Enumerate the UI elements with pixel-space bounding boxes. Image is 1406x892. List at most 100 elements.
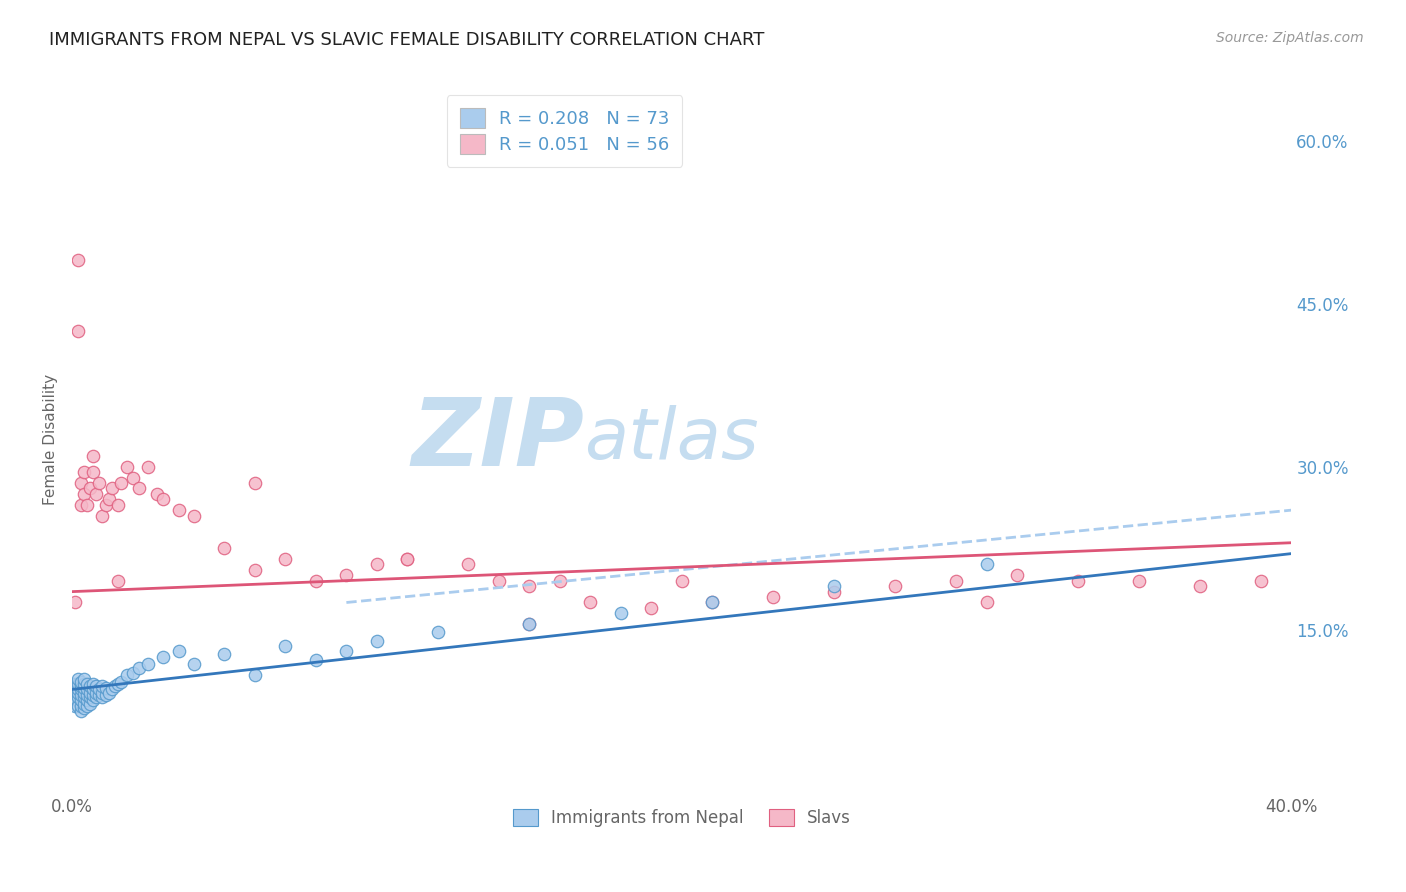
Point: [97, 686, 120, 700]
Point: [70, 698, 93, 713]
Point: [110, 674, 132, 689]
Point: [976, 595, 998, 609]
Point: [76, 498, 98, 512]
Point: [243, 475, 266, 490]
Point: [89, 682, 111, 697]
Point: [1188, 579, 1211, 593]
Legend: Immigrants from Nepal, Slavs: Immigrants from Nepal, Slavs: [506, 802, 858, 834]
Point: [167, 644, 190, 658]
Point: [128, 661, 150, 675]
Point: [671, 574, 693, 588]
Point: [73, 686, 96, 700]
Point: [976, 558, 998, 572]
Point: [610, 607, 633, 621]
Point: [82, 688, 104, 702]
Point: [97, 492, 120, 507]
Point: [100, 482, 122, 496]
Text: Source: ZipAtlas.com: Source: ZipAtlas.com: [1216, 31, 1364, 45]
Point: [426, 624, 449, 639]
Point: [67, 686, 90, 700]
Point: [945, 574, 967, 588]
Point: [122, 666, 145, 681]
Point: [104, 679, 127, 693]
Point: [63, 595, 86, 609]
Point: [128, 482, 150, 496]
Point: [70, 498, 93, 512]
Point: [823, 584, 845, 599]
Point: [82, 693, 104, 707]
Point: [100, 682, 122, 697]
Point: [167, 503, 190, 517]
Point: [305, 574, 328, 588]
Point: [640, 601, 662, 615]
Point: [73, 690, 96, 704]
Point: [67, 677, 90, 691]
Point: [79, 697, 101, 711]
Point: [136, 459, 159, 474]
Point: [76, 688, 98, 702]
Point: [396, 552, 419, 566]
Point: [79, 690, 101, 704]
Point: [122, 470, 145, 484]
Point: [70, 475, 93, 490]
Point: [82, 677, 104, 691]
Point: [91, 686, 114, 700]
Point: [67, 690, 90, 704]
Point: [335, 644, 357, 658]
Point: [63, 682, 86, 697]
Point: [70, 688, 93, 702]
Point: [67, 682, 90, 697]
Point: [79, 482, 101, 496]
Point: [63, 677, 86, 691]
Point: [457, 558, 479, 572]
Point: [115, 668, 138, 682]
Point: [86, 686, 108, 700]
Point: [152, 492, 174, 507]
Point: [1067, 574, 1090, 588]
Point: [274, 639, 297, 653]
Point: [1128, 574, 1150, 588]
Point: [183, 657, 205, 672]
Point: [115, 459, 138, 474]
Point: [91, 679, 114, 693]
Point: [67, 672, 90, 686]
Point: [517, 617, 540, 632]
Point: [70, 693, 93, 707]
Point: [548, 574, 571, 588]
Point: [89, 688, 111, 702]
Point: [86, 487, 108, 501]
Point: [76, 682, 98, 697]
Point: [243, 668, 266, 682]
Text: atlas: atlas: [583, 405, 759, 474]
Point: [67, 324, 90, 338]
Point: [702, 595, 724, 609]
Point: [73, 697, 96, 711]
Point: [76, 693, 98, 707]
Point: [79, 679, 101, 693]
Point: [335, 568, 357, 582]
Point: [89, 475, 111, 490]
Point: [366, 558, 388, 572]
Point: [73, 672, 96, 686]
Point: [136, 657, 159, 672]
Point: [146, 487, 169, 501]
Point: [762, 590, 785, 604]
Point: [82, 465, 104, 479]
Point: [70, 682, 93, 697]
Point: [73, 465, 96, 479]
Point: [517, 579, 540, 593]
Point: [91, 690, 114, 704]
Point: [107, 574, 129, 588]
Point: [70, 704, 93, 718]
Point: [152, 649, 174, 664]
Point: [82, 682, 104, 697]
Point: [305, 653, 328, 667]
Point: [70, 674, 93, 689]
Point: [86, 690, 108, 704]
Point: [214, 647, 236, 661]
Point: [366, 633, 388, 648]
Point: [517, 617, 540, 632]
Y-axis label: Female Disability: Female Disability: [44, 374, 58, 505]
Point: [183, 508, 205, 523]
Point: [76, 698, 98, 713]
